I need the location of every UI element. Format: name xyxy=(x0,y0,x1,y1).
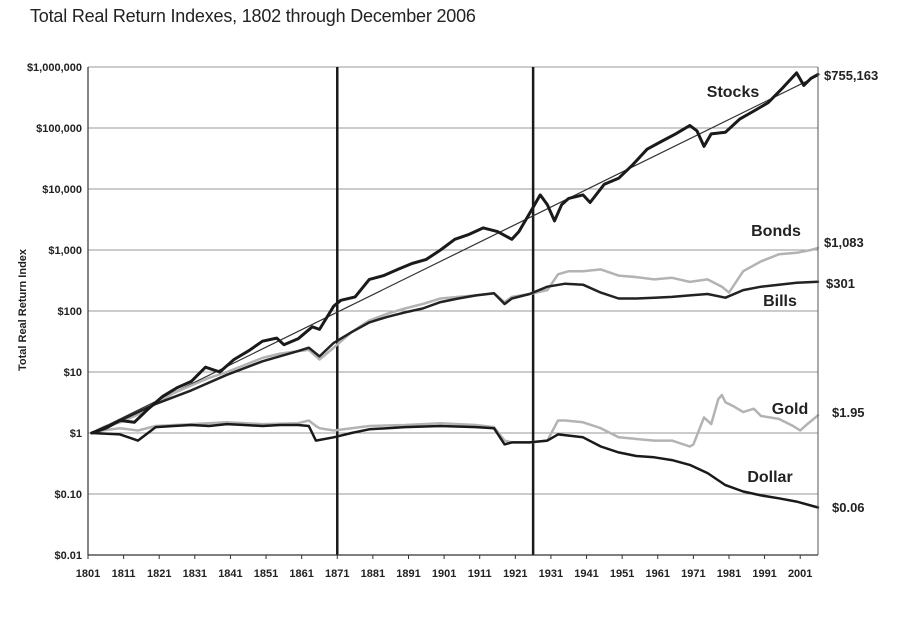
x-tick-label: 1981 xyxy=(717,568,741,580)
x-tick-label: 1951 xyxy=(610,568,634,580)
x-tick-label: 1801 xyxy=(76,568,100,580)
series-line-stocks xyxy=(90,71,820,435)
plot-frame xyxy=(87,67,819,556)
series-name-dollar: Dollar xyxy=(747,469,792,486)
x-tick-label: 1851 xyxy=(254,568,278,580)
period-divider-lines xyxy=(336,67,535,555)
series-line-dollar xyxy=(90,422,820,509)
x-axis-ticks: 1801 1811 1821 1831 1841 1851 1861 1871 1881 1891… xyxy=(76,555,812,580)
y-tick-label: $0.01 xyxy=(54,550,82,562)
x-tick-label: 1881 xyxy=(361,568,385,580)
chart-title: Total Real Return Indexes, 1802 through … xyxy=(30,6,476,26)
x-tick-label: 1831 xyxy=(183,568,207,580)
series-name-stocks: Stocks xyxy=(707,84,760,101)
x-tick-label: 1841 xyxy=(218,568,242,580)
x-tick-label: 1931 xyxy=(539,568,563,580)
y-tick-label: $10,000 xyxy=(42,184,82,196)
x-tick-label: 1941 xyxy=(574,568,598,580)
x-tick-label: 1861 xyxy=(289,568,313,580)
end-value-gold: $1.95 xyxy=(832,405,865,420)
x-tick-label: 1961 xyxy=(646,568,670,580)
series-name-bonds: Bonds xyxy=(751,223,801,240)
y-tick-label: $10 xyxy=(64,367,82,379)
x-tick-label: 1891 xyxy=(396,568,420,580)
end-value-stocks: $755,163 xyxy=(824,68,878,83)
x-tick-label: 1971 xyxy=(681,568,705,580)
series-name-gold: Gold xyxy=(772,401,808,418)
end-value-bills: $301 xyxy=(826,276,855,291)
x-tick-label: 1811 xyxy=(112,568,136,580)
x-tick-label: 1911 xyxy=(468,568,492,580)
y-tick-label: $100,000 xyxy=(36,123,82,135)
series-line-bills xyxy=(90,280,820,435)
x-tick-label: 1871 xyxy=(325,568,349,580)
y-tick-label: $100 xyxy=(58,306,82,318)
y-tick-label: $0.10 xyxy=(54,489,82,501)
y-axis-label: Total Real Return Index xyxy=(17,248,29,371)
stocks-trend-line xyxy=(91,75,819,434)
series-labels: Stocks $755,163 Bonds $1,083 Bills $301 Gold $1… xyxy=(707,68,878,515)
x-tick-label: 2001 xyxy=(788,568,812,580)
y-tick-label: $1,000,000 xyxy=(27,62,82,74)
x-tick-label: 1991 xyxy=(752,568,776,580)
y-tick-label: $1 xyxy=(70,428,82,440)
series-name-bills: Bills xyxy=(763,293,797,310)
series-line-bonds xyxy=(90,246,820,435)
x-tick-label: 1921 xyxy=(503,568,527,580)
series-line-gold xyxy=(90,393,820,448)
trend-line xyxy=(91,75,819,434)
y-tick-label: $1,000 xyxy=(48,245,82,257)
x-tick-label: 1901 xyxy=(432,568,456,580)
end-value-dollar: $0.06 xyxy=(832,500,865,515)
series-lines xyxy=(90,71,820,509)
x-tick-label: 1821 xyxy=(147,568,171,580)
end-value-bonds: $1,083 xyxy=(824,235,864,250)
y-axis-ticks: $0.01 $0.10 $1 $10 $100 $1,000 $10,000 $100,000… xyxy=(27,62,82,562)
